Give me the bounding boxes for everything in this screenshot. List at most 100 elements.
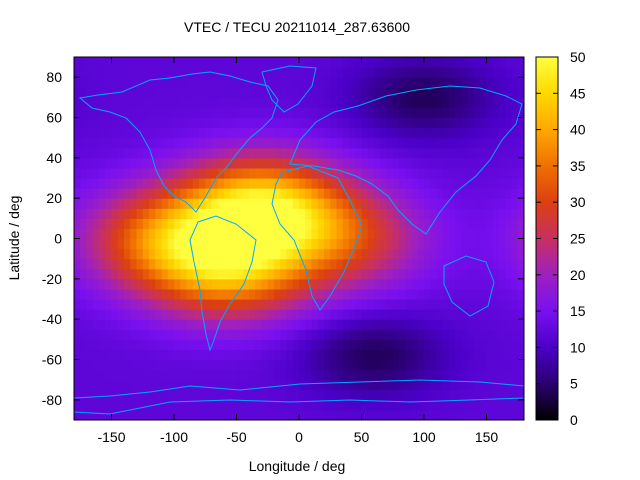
heat-cell <box>324 117 331 129</box>
heat-cell <box>136 228 144 240</box>
heat-cell <box>80 299 88 310</box>
heat-cell <box>367 188 375 199</box>
heat-cell <box>292 258 300 270</box>
heat-cell <box>380 248 388 260</box>
heat-cell <box>461 288 469 300</box>
heat-cell <box>305 208 313 219</box>
heat-cell <box>211 379 219 391</box>
heat-cell <box>105 238 113 250</box>
heat-cell <box>92 278 100 290</box>
heat-cell <box>267 188 275 199</box>
heat-cell <box>386 389 394 401</box>
heat-cell <box>505 299 513 310</box>
heat-cell <box>436 258 444 270</box>
heat-cell <box>255 127 263 139</box>
heat-cell <box>386 329 394 340</box>
heat-cell <box>217 147 225 159</box>
heat-cell <box>249 299 256 310</box>
heat-cell <box>355 248 363 260</box>
heat-cell <box>155 319 163 330</box>
heat-cell <box>80 339 88 351</box>
heat-cell <box>242 67 250 78</box>
heat-cell <box>161 369 169 381</box>
heat-cell <box>255 248 263 260</box>
heat-cell <box>292 369 300 381</box>
heat-cell <box>392 399 400 411</box>
heat-cell <box>142 288 150 300</box>
heat-cell <box>355 107 363 119</box>
heat-cell <box>386 117 394 129</box>
heat-cell <box>430 379 438 391</box>
heat-cell <box>242 188 250 199</box>
heat-cell <box>386 157 394 169</box>
heat-cell <box>180 228 188 240</box>
heat-cell <box>449 157 456 169</box>
heat-cell <box>317 369 325 381</box>
heat-cell <box>386 288 394 300</box>
heat-cell <box>386 339 394 351</box>
heat-cell <box>417 299 425 310</box>
heat-cell <box>474 299 481 310</box>
heat-cell <box>286 208 294 219</box>
heat-cell <box>342 167 350 179</box>
heat-cell <box>349 228 356 240</box>
heat-cell <box>517 208 524 219</box>
heat-cell <box>142 379 150 391</box>
heat-cell <box>124 188 131 199</box>
heat-cell <box>505 87 513 98</box>
heat-cell <box>230 208 238 219</box>
heat-cell <box>199 97 206 109</box>
heat-cell <box>249 87 256 98</box>
heat-cell <box>449 238 456 250</box>
heat-cell <box>386 309 394 320</box>
heat-cell <box>286 389 294 401</box>
heat-cell <box>105 359 113 371</box>
heat-cell <box>517 107 524 119</box>
heat-cell <box>92 258 100 270</box>
heat-cell <box>405 178 413 189</box>
heat-cell <box>380 258 388 270</box>
heat-cell <box>367 379 375 391</box>
heat-cell <box>417 107 425 119</box>
heat-cell <box>517 167 524 179</box>
heat-cell <box>111 369 119 381</box>
heat-cell <box>317 178 325 189</box>
heat-cell <box>280 87 288 98</box>
heat-cell <box>517 329 524 340</box>
heat-cell <box>386 188 394 199</box>
heat-cell <box>386 67 394 78</box>
heat-cell <box>317 208 325 219</box>
heat-cell <box>155 87 163 98</box>
heat-cell <box>99 329 106 340</box>
heat-cell <box>424 97 431 109</box>
heat-cell <box>380 339 388 351</box>
heat-cell <box>386 137 394 149</box>
heat-cell <box>192 198 200 209</box>
heat-cell <box>474 339 481 351</box>
heat-cell <box>342 238 350 250</box>
heat-cell <box>405 309 413 320</box>
heat-cell <box>267 248 275 260</box>
heat-cell <box>517 77 524 88</box>
heat-cell <box>436 299 444 310</box>
heat-cell <box>292 97 300 109</box>
heat-cell <box>149 319 156 330</box>
heat-cell <box>149 248 156 260</box>
heat-cell <box>274 147 281 159</box>
heat-cell <box>211 97 219 109</box>
heat-cell <box>242 299 250 310</box>
heat-cell <box>292 379 300 391</box>
heat-cell <box>292 198 300 209</box>
heat-cell <box>199 379 206 391</box>
heat-cell <box>255 299 263 310</box>
heat-cell <box>192 77 200 88</box>
heat-cell <box>342 369 350 381</box>
heat-cell <box>192 188 200 199</box>
heat-cell <box>386 87 394 98</box>
heat-cell <box>230 258 238 270</box>
heat-cell <box>286 57 294 68</box>
heat-cell <box>442 248 450 260</box>
heat-cell <box>111 299 119 310</box>
heat-cell <box>499 299 506 310</box>
